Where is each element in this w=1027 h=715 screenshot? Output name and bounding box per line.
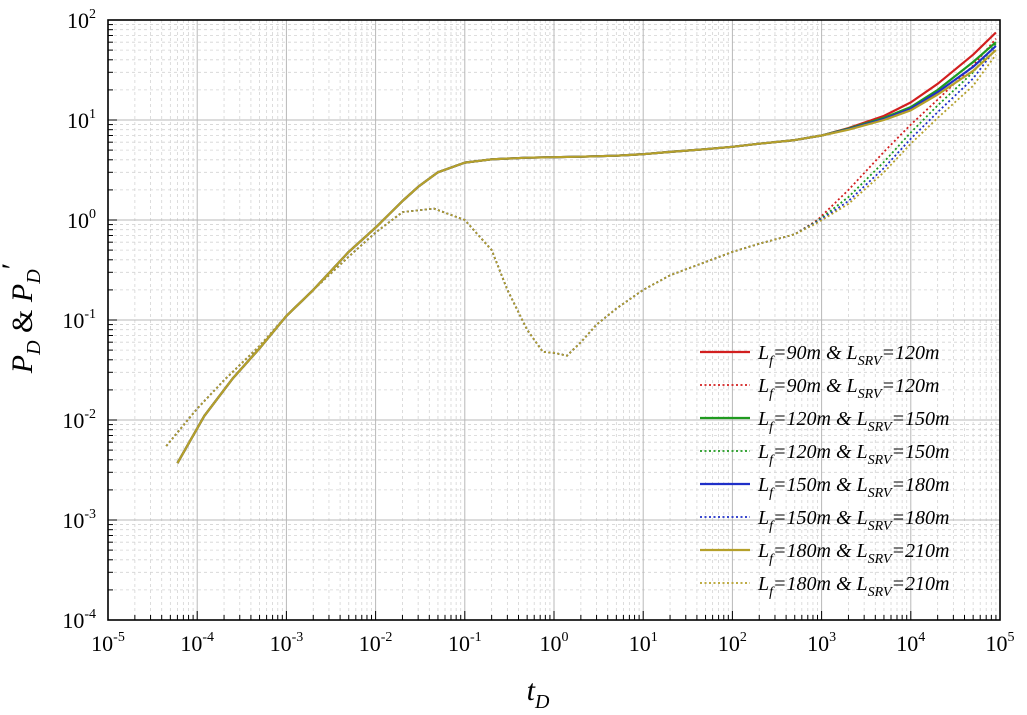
y-tick-label: 10-2 (62, 407, 96, 433)
y-tick-label: 100 (67, 207, 96, 233)
series-line-8 (165, 54, 997, 447)
legend: Lf=90m & LSRV=120m Lf=90m & LSRV=120m Lf=1… (700, 342, 949, 600)
x-tick-label: 10-3 (270, 630, 304, 656)
x-tick-label: 10-4 (180, 630, 214, 656)
axes (107, 19, 1001, 621)
x-tick-label: 102 (718, 630, 747, 656)
y-tick-label: 10-1 (62, 307, 96, 333)
y-tick-label: 101 (67, 107, 96, 133)
x-tick-label: 105 (986, 630, 1015, 656)
tick-labels: 10-5 10-4 10-3 10-2 10-1 100 101 102 103 104 10510… (62, 7, 1014, 656)
legend-label-7: Lf=180m & LSRV=210m (757, 540, 949, 567)
legend-label-5: Lf=150m & LSRV=180m (757, 474, 949, 501)
legend-label-1: Lf=90m & LSRV=120m (757, 342, 939, 369)
legend-label-3: Lf=120m & LSRV=150m (757, 408, 949, 435)
grid-lines (107, 19, 1001, 621)
x-tick-label: 10-1 (448, 630, 482, 656)
legend-label-4: Lf=120m & LSRV=150m (757, 441, 949, 468)
legend-label-6: Lf=150m & LSRV=180m (757, 507, 949, 534)
legend-label-8: Lf=180m & LSRV=210m (757, 573, 949, 600)
x-axis-title: tD (527, 674, 550, 713)
y-axis-title: PD & PD′ (0, 263, 45, 374)
series-lines (165, 31, 997, 464)
x-tick-label: 10-2 (359, 630, 393, 656)
x-tick-label: 100 (540, 630, 569, 656)
x-tick-label: 104 (896, 630, 925, 656)
x-tick-label: 10-5 (91, 630, 125, 656)
y-tick-label: 10-3 (62, 507, 96, 533)
x-tick-label: 103 (807, 630, 836, 656)
y-tick-label: 102 (67, 7, 96, 33)
legend-label-2: Lf=90m & LSRV=120m (757, 375, 939, 402)
x-tick-label: 101 (629, 630, 658, 656)
y-tick-label: 10-4 (62, 607, 96, 633)
